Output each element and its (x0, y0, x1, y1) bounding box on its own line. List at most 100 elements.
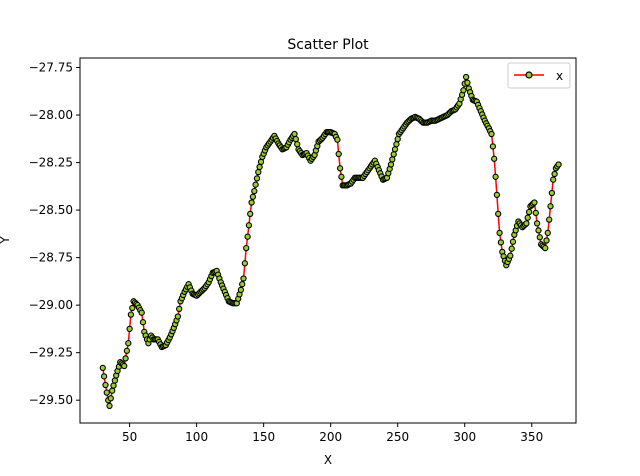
x-tick-label: 50 (122, 430, 137, 444)
data-point (338, 173, 345, 180)
data-point (547, 203, 554, 210)
data-point (253, 175, 261, 182)
data-point (390, 151, 397, 158)
data-point (548, 189, 556, 197)
data-point (106, 402, 113, 410)
data-point (460, 87, 467, 94)
data-point (127, 311, 135, 318)
data-point (121, 362, 128, 370)
data-point (524, 214, 531, 221)
data-point (491, 155, 498, 162)
data-point (257, 158, 265, 166)
data-point (462, 73, 470, 81)
data-point (241, 260, 249, 267)
data-point (496, 229, 503, 237)
data-point (508, 245, 515, 252)
data-point (129, 304, 136, 312)
data-point (102, 381, 109, 389)
data-point (464, 79, 471, 86)
data-point (123, 347, 131, 354)
data-point (99, 364, 106, 372)
data-point (543, 237, 550, 244)
data-point (551, 170, 558, 178)
legend: x (507, 62, 571, 89)
data-point (544, 229, 551, 237)
data-point (122, 355, 129, 362)
data-point (389, 156, 396, 163)
y-axis: −29.50 −29.25 −29.00 −28.75 −28.50 −28.25 −28.… (29, 61, 80, 407)
data-point (493, 191, 501, 199)
legend-marker-swatch (525, 71, 533, 79)
x-axis: 50 100 150 200 250 300 350 (122, 423, 543, 444)
x-tick-label: 200 (319, 430, 342, 444)
data-point (509, 238, 517, 245)
y-tick-label: −29.50 (29, 393, 73, 407)
data-point (525, 208, 533, 216)
data-point (109, 387, 116, 394)
data-point (239, 281, 246, 288)
data-point (291, 130, 298, 138)
data-point (391, 146, 399, 153)
data-point (100, 373, 108, 380)
data-point (245, 222, 253, 229)
y-tick-label: −28.00 (29, 108, 73, 122)
data-point (240, 275, 247, 282)
data-point (497, 239, 505, 246)
data-point (107, 395, 114, 402)
data-point (387, 161, 395, 168)
y-tick-label: −29.00 (29, 298, 73, 312)
x-axis-label: X (324, 453, 332, 467)
data-point (247, 210, 254, 218)
data-point (550, 176, 557, 183)
data-point (489, 143, 497, 150)
data-point (249, 193, 257, 200)
data-point (523, 220, 530, 227)
data-point (532, 209, 539, 217)
data-point (394, 135, 401, 143)
y-tick-label: −28.25 (29, 156, 73, 170)
data-point (535, 227, 542, 234)
x-tick-label: 250 (386, 430, 409, 444)
plot-area-frame (79, 57, 577, 424)
data-point (531, 199, 538, 206)
data-point (176, 305, 183, 313)
y-tick-label: −28.50 (29, 203, 73, 217)
data-point (139, 319, 147, 326)
data-point (248, 199, 255, 206)
data-point (243, 244, 250, 252)
data-point (546, 216, 553, 223)
data-point (542, 244, 549, 252)
y-axis-label: Y (0, 236, 12, 245)
x-tick-label: 100 (185, 430, 208, 444)
data-point (252, 181, 259, 188)
data-point (255, 168, 262, 176)
data-point (492, 173, 499, 180)
data-point (251, 187, 258, 195)
data-point (138, 309, 145, 316)
data-point (244, 233, 251, 240)
x-tick-label: 300 (453, 430, 476, 444)
data-point (237, 286, 245, 294)
data-point (103, 389, 110, 396)
data-point (555, 161, 562, 168)
data-point (533, 220, 541, 227)
data-point (256, 163, 263, 171)
data-point (126, 325, 133, 333)
chart-title: Scatter Plot (287, 37, 369, 53)
data-point (111, 377, 119, 384)
data-point (495, 210, 502, 218)
data-point (335, 150, 342, 158)
data-point (294, 141, 301, 148)
data-point (393, 141, 400, 148)
y-tick-label: −28.75 (29, 251, 73, 265)
y-tick-label: −29.25 (29, 346, 73, 360)
data-point (336, 165, 344, 172)
data-point (507, 252, 514, 259)
legend-label: x (556, 69, 563, 83)
data-point (110, 382, 117, 389)
x-tick-label: 350 (520, 430, 543, 444)
data-point (292, 135, 299, 143)
data-point (488, 130, 495, 138)
data-point (334, 136, 341, 143)
